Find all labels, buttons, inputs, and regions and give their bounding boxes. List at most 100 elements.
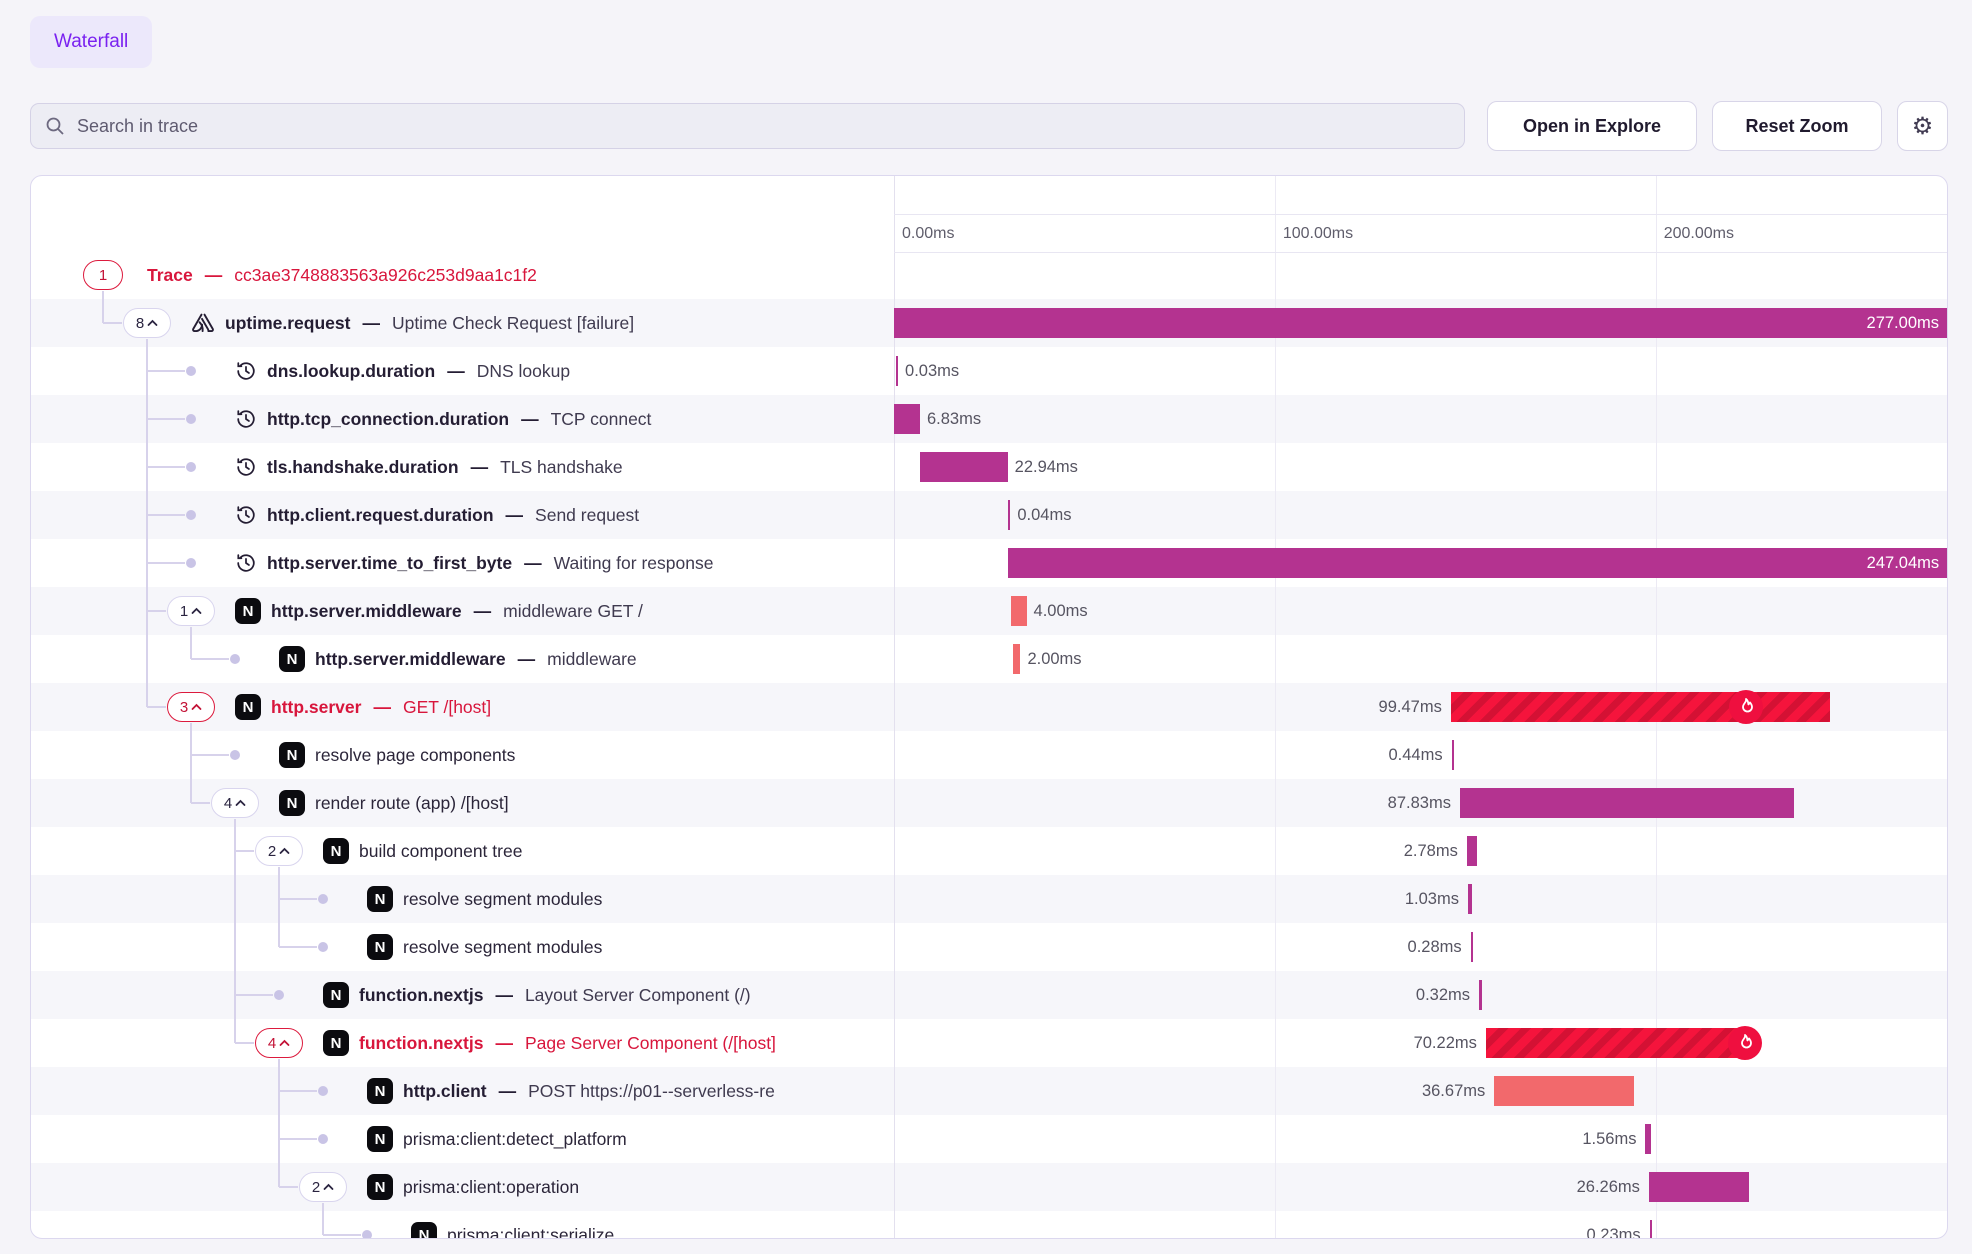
trace-row-2[interactable]: dns.lookup.duration — DNS lookup 0.03ms (31, 347, 1947, 395)
collapse-badge[interactable]: 4 (255, 1028, 303, 1058)
collapse-badge[interactable]: 2 (255, 836, 303, 866)
tree-cell: dns.lookup.duration — DNS lookup (31, 347, 894, 395)
duration-label: 70.22ms (1413, 1034, 1477, 1052)
chevron-up-icon (323, 1183, 334, 1191)
trace-row-5[interactable]: http.client.request.duration — Send reques… (31, 491, 1947, 539)
span-separator: — (498, 1080, 517, 1101)
nextjs-icon: N (367, 1078, 393, 1104)
span-separator: — (473, 600, 492, 621)
duration-bar[interactable] (1012, 644, 1021, 674)
leaf-dot (230, 654, 240, 664)
waterfall-cell: 1.03ms (894, 875, 1947, 923)
search-input[interactable] (75, 114, 1450, 138)
tree-cell: http.tcp_connection.duration — TCP connect (31, 395, 894, 443)
leaf-dot (230, 750, 240, 760)
search-box[interactable] (30, 103, 1465, 149)
duration-bar[interactable] (895, 356, 899, 386)
span-name: http.server.middleware (315, 648, 506, 669)
duration-bar[interactable] (1459, 788, 1795, 818)
clock-icon (235, 504, 257, 526)
span-name: http.client (403, 1080, 487, 1101)
duration-bar[interactable] (1649, 1220, 1653, 1238)
settings-button[interactable]: ⚙ (1897, 101, 1948, 151)
duration-bar[interactable] (894, 308, 1947, 338)
trace-row-6[interactable]: http.server.time_to_first_byte — Waiting f… (31, 539, 1947, 587)
waterfall-cell: 0.23ms (894, 1211, 1947, 1239)
duration-bar[interactable] (1470, 932, 1474, 962)
duration-bar[interactable] (1466, 836, 1478, 866)
waterfall-cell (894, 251, 1947, 299)
duration-bar[interactable] (1008, 548, 1947, 578)
duration-label: 2.78ms (1403, 842, 1458, 860)
trace-row-4[interactable]: tls.handshake.duration — TLS handshake 22.9… (31, 443, 1947, 491)
duration-bar[interactable] (1494, 1076, 1634, 1106)
duration-bar[interactable] (920, 452, 1008, 482)
duration-bar[interactable] (894, 404, 920, 434)
trace-row-0[interactable]: 1 Trace — cc3ae3748883563a926c253d9aa1c1f2 (31, 251, 1947, 299)
span-separator: — (362, 312, 380, 333)
duration-bar[interactable] (1645, 1124, 1652, 1154)
span-name: resolve segment modules (403, 888, 603, 909)
span-description: GET /[host] (402, 696, 492, 717)
duration-bar[interactable] (1479, 980, 1482, 1010)
span-name: http.server (271, 696, 362, 717)
span-name: http.client.request.duration (267, 504, 494, 525)
tree-cell: http.client.request.duration — Send reques… (31, 491, 894, 539)
trace-row-1[interactable]: 8 uptime.request — Uptime Check Request [f… (31, 299, 1947, 347)
duration-bar[interactable] (1007, 500, 1011, 530)
fire-icon[interactable] (1728, 1026, 1763, 1060)
duration-bar[interactable] (1450, 692, 1830, 722)
collapse-badge[interactable]: 2 (299, 1172, 347, 1202)
tab-waterfall[interactable]: Waterfall (30, 16, 153, 68)
badge-count: 1 (179, 602, 189, 620)
collapse-badge[interactable]: 3 (167, 692, 215, 722)
badge-count: 8 (135, 314, 145, 332)
open-in-explore-button[interactable]: Open in Explore (1487, 101, 1697, 151)
collapse-badge[interactable]: 8 (123, 308, 171, 338)
duration-label: 1.56ms (1582, 1130, 1637, 1148)
collapse-badge[interactable]: 4 (211, 788, 259, 818)
gear-icon: ⚙ (1911, 112, 1934, 140)
duration-bar[interactable] (1485, 1028, 1754, 1058)
leaf-dot (186, 510, 196, 520)
waterfall-cell: 2.78ms (894, 827, 1947, 875)
span-name: dns.lookup.duration (267, 360, 436, 381)
duration-bar[interactable] (1467, 884, 1472, 914)
nextjs-icon: N (279, 646, 305, 672)
chevron-up-icon (279, 1039, 290, 1047)
count-badge[interactable]: 1 (83, 260, 123, 290)
span-description: TLS handshake (500, 456, 623, 477)
duration-bar[interactable] (1011, 596, 1027, 626)
sentry-icon (191, 312, 215, 334)
fire-icon[interactable] (1729, 690, 1764, 724)
reset-zoom-button[interactable]: Reset Zoom (1712, 101, 1882, 151)
trace-row-3[interactable]: http.tcp_connection.duration — TCP connect… (31, 395, 1947, 443)
duration-bar[interactable] (1648, 1172, 1749, 1202)
duration-label: 0.23ms (1586, 1226, 1641, 1239)
collapse-badge[interactable]: 1 (167, 596, 215, 626)
span-description: Page Server Component (/[host] (524, 1032, 776, 1053)
duration-bar[interactable] (1451, 740, 1455, 770)
waterfall-cell: 26.26ms (894, 1163, 1947, 1211)
